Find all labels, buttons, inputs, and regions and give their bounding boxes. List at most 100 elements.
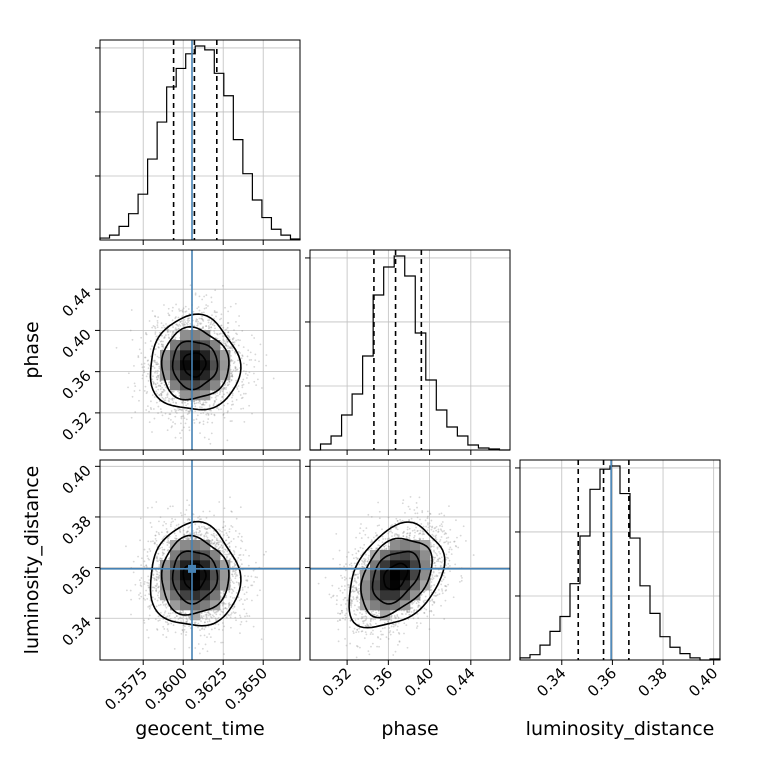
sample-point [221, 629, 224, 631]
sample-point [166, 393, 169, 396]
sample-point [439, 524, 441, 527]
sample-point [244, 392, 247, 395]
sample-point [331, 584, 334, 587]
sample-point [184, 612, 187, 615]
sample-point [376, 534, 378, 537]
sample-point [349, 642, 352, 645]
sample-point [411, 529, 414, 532]
sample-point [344, 638, 346, 640]
sample-point [147, 372, 149, 375]
sample-point [430, 589, 433, 591]
sample-point [215, 537, 218, 540]
sample-point [250, 584, 253, 587]
sample-point [438, 513, 441, 515]
density-cell [360, 590, 371, 601]
sample-point [443, 514, 446, 517]
sample-point [374, 622, 377, 625]
sample-point [186, 618, 189, 621]
tick-label-x-geocent_time-3: 0.3650 [221, 664, 271, 714]
sample-point [413, 611, 415, 614]
sample-point [240, 621, 243, 623]
sample-point [239, 623, 242, 626]
sample-point [223, 551, 226, 553]
sample-point [162, 398, 165, 400]
sample-point [433, 602, 436, 604]
sample-point [197, 626, 199, 629]
sample-point [167, 383, 170, 386]
sample-point [211, 539, 214, 541]
sample-point [426, 522, 429, 524]
sample-point [363, 563, 366, 566]
sample-point [176, 324, 179, 327]
density-cell [390, 590, 401, 601]
sample-point [392, 625, 395, 628]
sample-point [198, 515, 201, 518]
sample-point [255, 384, 258, 386]
sample-point [345, 555, 348, 558]
sample-point [364, 559, 366, 562]
sample-point [417, 606, 419, 609]
density-cell [180, 590, 191, 601]
sample-point [125, 589, 128, 592]
sample-point [181, 629, 184, 631]
sample-point [398, 632, 401, 635]
sample-point [231, 338, 234, 341]
sample-point [162, 524, 164, 527]
sample-point [221, 546, 224, 549]
sample-point [155, 575, 158, 578]
sample-point [160, 343, 163, 346]
sample-point [164, 397, 167, 399]
sample-point [218, 333, 221, 335]
sample-point [222, 388, 225, 391]
sample-point [418, 537, 421, 540]
sample-point [152, 383, 155, 385]
sample-point [413, 534, 416, 537]
sample-point [364, 564, 367, 567]
sample-point [382, 538, 384, 540]
sample-point [196, 322, 199, 325]
sample-point [388, 545, 390, 548]
sample-point [140, 336, 143, 339]
sample-point [216, 333, 219, 336]
sample-point [158, 596, 160, 599]
sample-point [355, 598, 358, 601]
sample-point [183, 426, 185, 429]
density-cell [190, 550, 201, 561]
sample-point [230, 613, 232, 616]
sample-point [348, 626, 351, 629]
sample-point [188, 410, 191, 413]
sample-point [163, 389, 166, 392]
sample-point [179, 616, 182, 619]
sample-point [225, 616, 228, 619]
sample-point [196, 324, 198, 327]
tick-label-x-geocent_time-0: 0.3575 [101, 664, 151, 714]
sample-point [356, 590, 359, 593]
sample-point [157, 552, 160, 555]
sample-point [438, 572, 441, 574]
sample-point [218, 501, 221, 503]
sample-point [185, 509, 188, 511]
sample-point [359, 646, 361, 649]
sample-point [215, 619, 218, 622]
sample-point [230, 612, 233, 615]
sample-point [370, 611, 373, 613]
sample-point [434, 595, 437, 597]
sample-point [341, 609, 343, 612]
sample-point [217, 548, 220, 550]
sample-point [356, 596, 359, 599]
sample-point [153, 586, 156, 589]
sample-point [395, 526, 398, 528]
sample-point [372, 610, 375, 612]
sample-point [167, 333, 170, 336]
sample-point [156, 378, 159, 381]
sample-point [180, 417, 183, 420]
sample-point [140, 564, 143, 567]
sample-point [226, 340, 228, 343]
density-cell [370, 570, 381, 581]
sample-point [153, 579, 156, 581]
sample-point [174, 401, 177, 404]
tick-label-x-geocent_time-1: 0.3600 [141, 664, 191, 714]
sample-point [432, 571, 435, 574]
sample-point [416, 600, 419, 603]
sample-point [193, 400, 196, 403]
